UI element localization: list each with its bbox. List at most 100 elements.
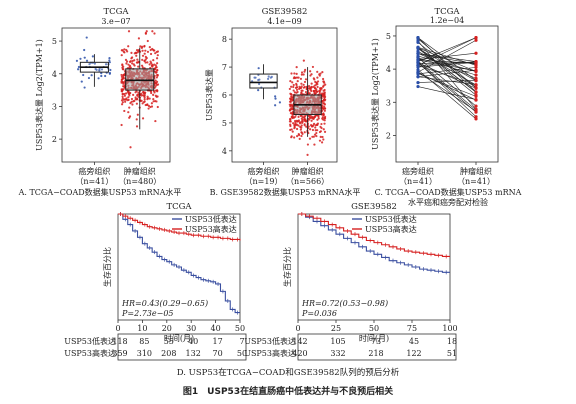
data-point [303, 118, 306, 121]
p-value: 1.2e−04 [430, 16, 464, 25]
data-point [155, 57, 159, 60]
data-point [289, 120, 292, 123]
data-point [142, 101, 145, 104]
data-point [83, 86, 86, 89]
data-point [310, 119, 313, 122]
data-point [323, 94, 326, 97]
risk-count: 7 [239, 337, 244, 346]
data-point [300, 134, 303, 138]
data-point [323, 96, 326, 99]
data-point [154, 119, 157, 123]
data-point [316, 70, 319, 73]
data-point [290, 93, 293, 96]
data-point [154, 99, 157, 103]
data-point [82, 73, 85, 77]
data-point [303, 131, 306, 134]
panel-title: TCGA [434, 7, 460, 17]
data-point [130, 100, 133, 103]
data-point [296, 135, 299, 138]
plot-frame [395, 25, 499, 163]
data-point [289, 105, 292, 108]
data-point [153, 91, 156, 94]
data-point [314, 129, 317, 132]
data-point [303, 116, 306, 119]
pair-line [417, 73, 477, 97]
y-tick-label: 6 [222, 91, 227, 100]
data-point [474, 51, 478, 55]
data-point [142, 91, 145, 94]
data-point [75, 59, 79, 62]
data-point [314, 126, 317, 129]
data-point [306, 143, 310, 146]
data-point [132, 93, 135, 96]
data-point [131, 59, 134, 63]
box [125, 68, 155, 91]
data-point [144, 58, 147, 61]
data-point [289, 124, 292, 128]
data-point [141, 54, 145, 57]
y-tick-label: 5 [222, 119, 227, 128]
data-point [121, 81, 125, 84]
data-point [123, 94, 127, 97]
data-point [127, 45, 130, 48]
data-point [104, 63, 108, 66]
data-point [298, 121, 302, 124]
data-point [308, 137, 312, 140]
data-point [298, 87, 302, 90]
legend-label: USP53低表达 [365, 214, 417, 224]
data-point [300, 126, 303, 129]
data-point [309, 87, 312, 90]
data-point [311, 65, 315, 69]
data-point [304, 78, 308, 81]
data-point [318, 74, 321, 77]
data-point [128, 115, 132, 118]
data-point [296, 79, 299, 83]
data-point [156, 73, 159, 77]
panel-title: TCGA [103, 7, 129, 17]
data-point [135, 102, 138, 105]
group-label: 肿瘤组织 [124, 166, 156, 176]
data-point [296, 90, 299, 94]
data-point [148, 46, 151, 49]
data-point [298, 137, 301, 141]
data-point [303, 70, 306, 73]
data-point [156, 95, 159, 98]
pair-line [417, 47, 477, 72]
data-point [134, 96, 137, 99]
data-point [108, 61, 111, 64]
data-point [139, 45, 142, 48]
x-tick-label: 50 [235, 324, 245, 333]
data-point [322, 113, 325, 116]
data-point [121, 95, 124, 98]
data-point [87, 76, 91, 80]
data-point [140, 94, 143, 97]
data-point [155, 89, 159, 92]
data-point [318, 130, 322, 134]
risk-row-label: USP53高表达 [64, 348, 116, 358]
pair-line [417, 67, 477, 75]
pair-line [417, 53, 477, 62]
y-tick-label: 2 [52, 135, 57, 144]
data-point [98, 68, 101, 72]
data-point [155, 83, 158, 87]
data-point [296, 120, 299, 123]
data-point [312, 124, 315, 127]
y-axis-label: USP53表达量 Log2(TPM+1) [34, 39, 44, 151]
data-point [97, 77, 100, 80]
data-point [300, 131, 303, 134]
y-tick-label: 4 [222, 147, 227, 156]
risk-count: 208 [161, 349, 176, 358]
data-point [324, 115, 327, 119]
group-label: 癌旁组织 [402, 166, 434, 176]
data-point [310, 115, 313, 118]
data-point [312, 117, 315, 120]
data-point [416, 65, 420, 69]
data-point [323, 130, 327, 134]
group-label: 肿瘤组织 [292, 166, 324, 176]
data-point [313, 143, 316, 146]
data-point [136, 58, 139, 61]
risk-row-label: USP53高表达 [244, 348, 296, 358]
data-point [152, 97, 155, 101]
